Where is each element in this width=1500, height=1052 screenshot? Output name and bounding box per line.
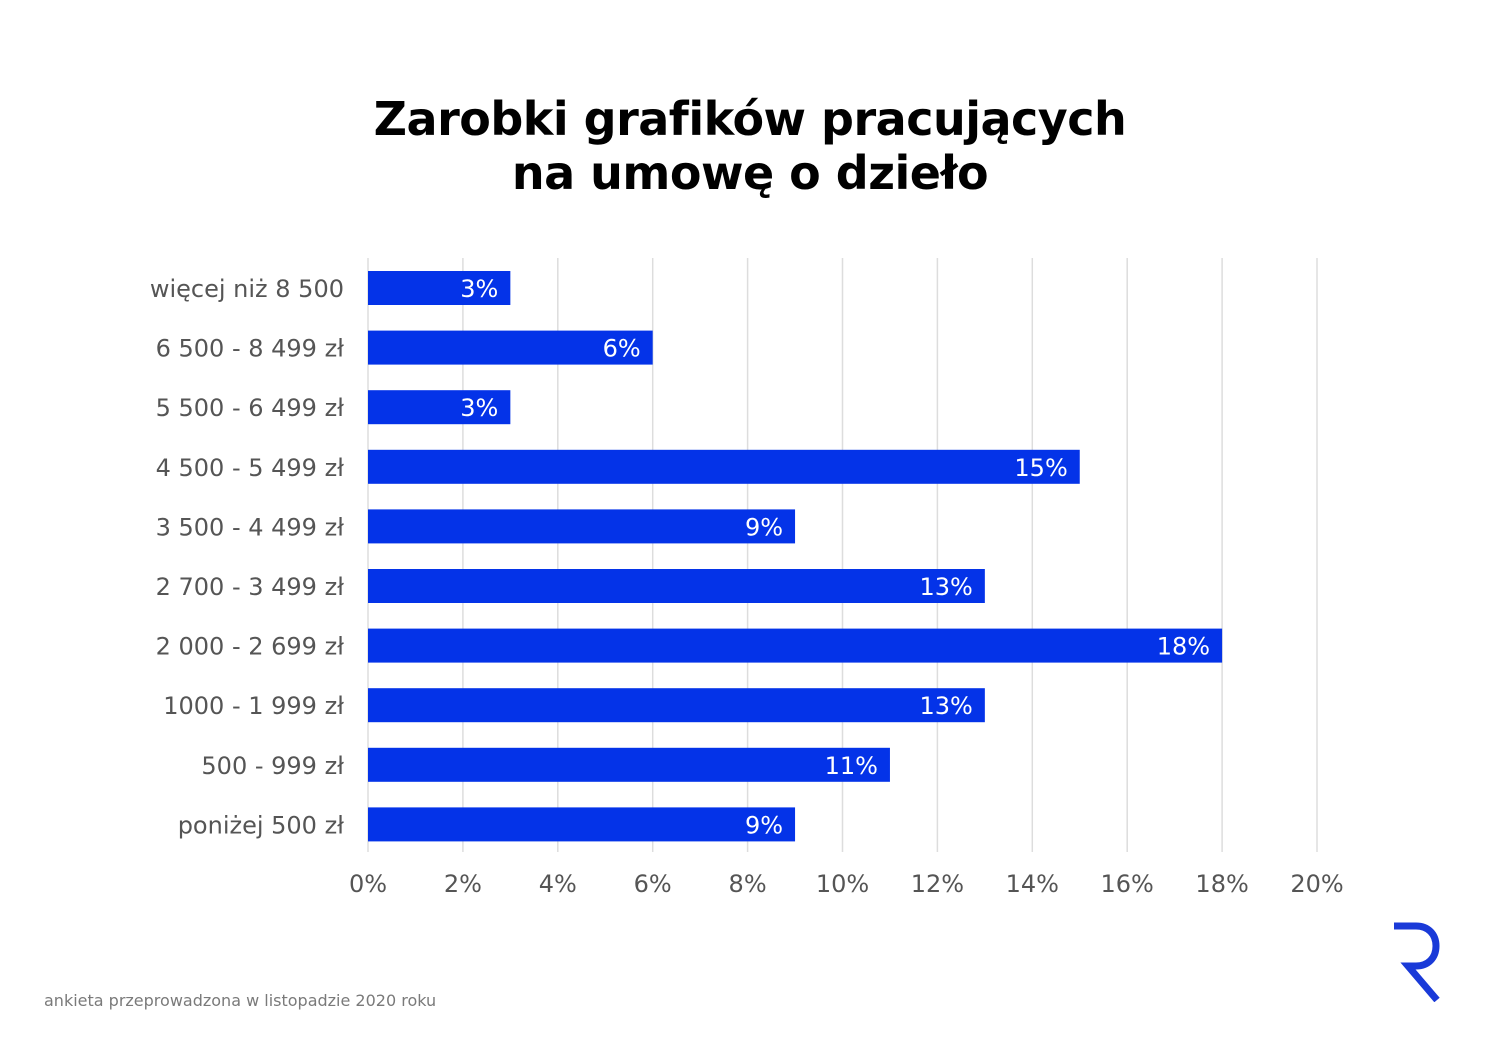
bar: [368, 509, 796, 544]
bar-value-label: 15%: [1014, 454, 1067, 482]
bar: [368, 807, 796, 842]
x-tick-label: 10%: [816, 870, 869, 898]
r-logo-icon: [1394, 922, 1440, 1002]
x-tick-label: 14%: [1006, 870, 1059, 898]
x-tick-label: 16%: [1101, 870, 1154, 898]
category-label: 500 - 999 zł: [201, 752, 344, 780]
x-tick-label: 8%: [729, 870, 767, 898]
x-axis-ticks: 0% 2% 4% 6% 8% 10% 12% 14% 16% 18% 20%: [349, 870, 1344, 898]
category-label: 2 000 - 2 699 zł: [156, 633, 345, 661]
chart-title: Zarobki grafików pracujących na umowę o …: [0, 92, 1500, 200]
bar-value-label: 18%: [1157, 633, 1210, 661]
category-label: więcej niż 8 500: [150, 275, 344, 303]
bar-value-label: 3%: [460, 394, 498, 422]
bar: [368, 747, 890, 782]
bar: [368, 569, 985, 603]
x-tick-label: 6%: [634, 870, 672, 898]
category-label: 6 500 - 8 499 zł: [156, 335, 345, 363]
x-tick-label: 18%: [1195, 870, 1248, 898]
chart-title-line-2: na umowę o dzieło: [511, 146, 989, 200]
bar-value-label: 13%: [920, 692, 973, 720]
x-tick-label: 4%: [539, 870, 577, 898]
bar-value-label: 6%: [603, 335, 641, 363]
bar-value-label: 9%: [745, 513, 783, 541]
bar: [368, 449, 1080, 484]
bar: [368, 330, 653, 365]
footnote: ankieta przeprowadzona w listopadzie 202…: [44, 991, 437, 1010]
x-tick-label: 0%: [349, 870, 387, 898]
category-label: 3 500 - 4 499 zł: [156, 513, 345, 541]
x-tick-label: 20%: [1290, 870, 1343, 898]
bars: 3% 6% 3% 15% 9% 13% 18% 13% 11% 9%: [368, 271, 1223, 842]
x-tick-label: 2%: [444, 870, 482, 898]
bar-value-label: 13%: [920, 573, 973, 601]
bar: [368, 390, 511, 425]
category-labels: więcej niż 8 500 6 500 - 8 499 zł 5 500 - …: [150, 275, 344, 839]
category-label: 4 500 - 5 499 zł: [156, 454, 345, 482]
category-label: poniżej 500 zł: [178, 811, 344, 839]
category-label: 1000 - 1 999 zł: [163, 692, 344, 720]
bar-value-label: 9%: [745, 811, 783, 839]
x-tick-label: 12%: [911, 870, 964, 898]
bar: [368, 628, 1223, 663]
chart-title-line-1: Zarobki grafików pracujących: [373, 92, 1127, 146]
category-label: 5 500 - 6 499 zł: [156, 394, 345, 422]
bar: [368, 688, 985, 723]
bar-value-label: 3%: [460, 275, 498, 303]
bar: [368, 271, 511, 305]
category-label: 2 700 - 3 499 zł: [156, 573, 345, 601]
bar-value-label: 11%: [825, 752, 878, 780]
